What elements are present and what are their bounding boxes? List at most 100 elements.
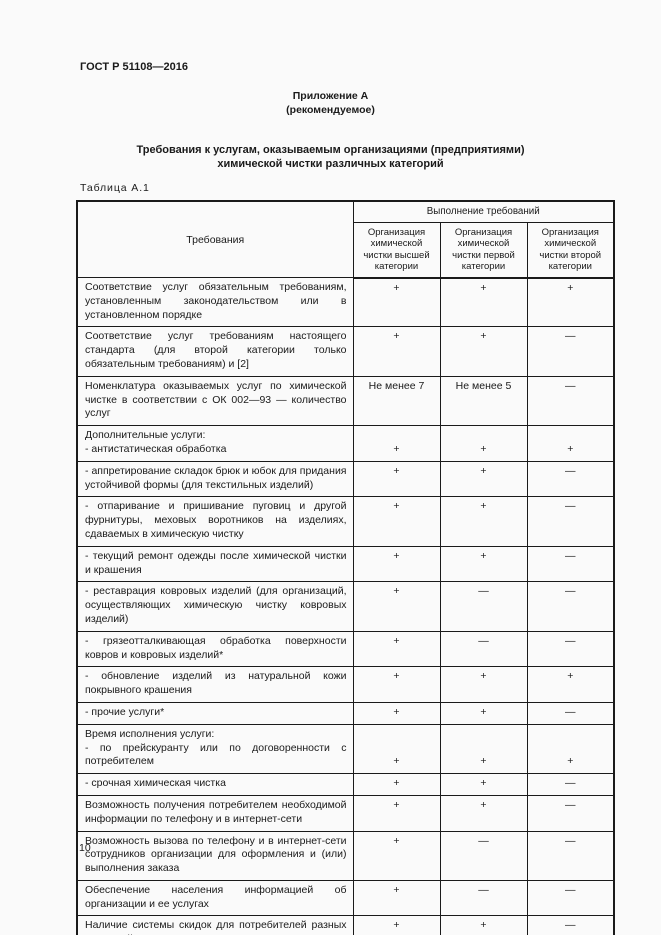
value-cell-second-category: + [526, 723, 615, 775]
header-row-group: Требования Выполнение требований [76, 200, 615, 278]
table-row: Дополнительные услуги: - антистатическая… [76, 425, 615, 462]
value-cell-highest-category: + [352, 496, 441, 547]
value-cell-first-category: — [439, 830, 528, 881]
requirement-cell: - срочная химическая чистка [76, 773, 354, 796]
value-cell-second-category: — [526, 545, 615, 583]
table-body: Соответствие услуг обязательным требован… [76, 276, 615, 935]
table-row: - реставрация ковровых изделий (для орга… [76, 581, 615, 632]
value-cell-first-category: — [439, 630, 528, 668]
value-cell-highest-category: + [352, 879, 441, 917]
table-row: - прочие услуги* + + — [76, 701, 615, 725]
requirement-cell: Возможность вызова по телефону и в интер… [76, 830, 354, 881]
appendix-heading: Приложение А [292, 90, 369, 102]
requirement-cell: Номенклатура оказываемых услуг по химиче… [76, 375, 354, 427]
value-cell-second-category: + [526, 425, 615, 462]
value-cell-first-category: + [439, 666, 528, 703]
value-cell-second-category: + [526, 276, 615, 328]
value-cell-highest-category: + [352, 794, 441, 832]
value-cell-first-category: + [439, 326, 528, 377]
value-cell-highest-category: + [352, 723, 441, 775]
value-cell-first-category: + [439, 794, 528, 832]
value-cell-second-category: — [526, 915, 615, 935]
requirement-cell: - прочие услуги* [76, 701, 354, 725]
table-row: - аппретирование складок брюк и юбок для… [76, 460, 615, 498]
table-row: Время исполнения услуги: - по прейскуран… [76, 723, 615, 775]
value-cell-first-category: + [439, 545, 528, 583]
requirement-cell: Дополнительные услуги: - антистатическая… [76, 425, 354, 462]
value-cell-first-category: + [439, 723, 528, 775]
value-cell-highest-category: + [352, 915, 441, 935]
value-cell-first-category: + [439, 425, 528, 462]
doc-number: ГОСТ Р 51108—2016 [80, 61, 188, 73]
requirements-table: Требования Выполнение требований Организ… [76, 200, 616, 935]
value-cell-second-category: — [526, 630, 615, 668]
value-cell-highest-category: + [352, 581, 441, 632]
table-row: Соответствие услуг обязательным требован… [76, 276, 615, 328]
value-cell-second-category: — [526, 375, 615, 427]
value-cell-second-category: — [526, 794, 615, 832]
value-cell-highest-category: + [352, 701, 441, 725]
value-cell-first-category: — [439, 581, 528, 632]
requirement-cell: Соответствие услуг обязательным требован… [76, 276, 354, 328]
value-cell-first-category: + [439, 496, 528, 547]
value-cell-highest-category: + [352, 666, 441, 703]
requirement-cell: - грязеотталкивающая обработка поверхнос… [76, 630, 354, 668]
value-cell-first-category: — [439, 879, 528, 917]
value-cell-highest-category: + [352, 545, 441, 583]
value-cell-highest-category: + [352, 276, 441, 328]
value-cell-first-category: + [439, 460, 528, 498]
table-row: Соответствие услуг требованиям настоящег… [76, 326, 615, 377]
requirement-cell: - реставрация ковровых изделий (для орга… [76, 581, 354, 632]
column-header-requirements: Требования [76, 200, 354, 278]
value-cell-second-category: + [526, 666, 615, 703]
page-number: 10 [79, 842, 91, 854]
value-cell-highest-category: + [352, 773, 441, 796]
table-row: - грязеотталкивающая обработка поверхнос… [76, 630, 615, 668]
requirement-cell: - отпаривание и пришивание пуговиц и дру… [76, 496, 354, 547]
table-row: - срочная химическая чистка + + — [76, 773, 615, 796]
table-row: - текущий ремонт одежды после химической… [76, 545, 615, 583]
value-cell-second-category: — [526, 879, 615, 917]
table-label: Таблица А.1 [80, 182, 150, 194]
table-row: - отпаривание и пришивание пуговиц и дру… [76, 496, 615, 547]
value-cell-first-category: Не менее 5 [439, 375, 528, 427]
value-cell-highest-category: + [352, 460, 441, 498]
value-cell-first-category: + [439, 701, 528, 725]
value-cell-highest-category: + [352, 630, 441, 668]
table-row: Наличие системы скидок для потребителей … [76, 915, 615, 935]
requirement-cell: - текущий ремонт одежды после химической… [76, 545, 354, 583]
value-cell-second-category: — [526, 701, 615, 725]
column-header-second-category: Организация химической чистки второй кат… [526, 221, 615, 279]
requirement-cell: Обеспечение населения информацией об орг… [76, 879, 354, 917]
requirement-cell: - аппретирование складок брюк и юбок для… [76, 460, 354, 498]
value-cell-highest-category: + [352, 830, 441, 881]
value-cell-second-category: — [526, 773, 615, 796]
table-row: Обеспечение населения информацией об орг… [76, 879, 615, 917]
table-row: Возможность получения потребителем необх… [76, 794, 615, 832]
value-cell-second-category: — [526, 326, 615, 377]
value-cell-second-category: — [526, 496, 615, 547]
value-cell-second-category: — [526, 581, 615, 632]
table-row: Номенклатура оказываемых услуг по химиче… [76, 375, 615, 427]
document-title: Требования к услугам, оказываемым органи… [136, 144, 525, 170]
value-cell-first-category: + [439, 915, 528, 935]
requirement-cell: Соответствие услуг требованиям настоящег… [76, 326, 354, 377]
column-group-header: Выполнение требований [352, 200, 615, 223]
table-row: Возможность вызова по телефону и в интер… [76, 830, 615, 881]
table-header: Требования Выполнение требований Организ… [76, 200, 615, 279]
value-cell-highest-category: + [352, 326, 441, 377]
requirement-cell: - обновление изделий из натуральной кожи… [76, 666, 354, 703]
column-header-first-category: Организация химической чистки первой кат… [439, 221, 528, 279]
value-cell-first-category: + [439, 773, 528, 796]
value-cell-second-category: — [526, 460, 615, 498]
appendix-note: (рекомендуемое) [286, 104, 375, 116]
value-cell-second-category: — [526, 830, 615, 881]
header-row-categories: Организация химической чистки высшей кат… [77, 221, 615, 279]
value-cell-highest-category: + [352, 425, 441, 462]
requirement-cell: Время исполнения услуги: - по прейскуран… [76, 723, 354, 775]
requirement-cell: Наличие системы скидок для потребителей … [76, 915, 354, 935]
requirement-cell: Возможность получения потребителем необх… [76, 794, 354, 832]
value-cell-first-category: + [439, 276, 528, 328]
column-header-highest-category: Организация химической чистки высшей кат… [352, 221, 441, 279]
